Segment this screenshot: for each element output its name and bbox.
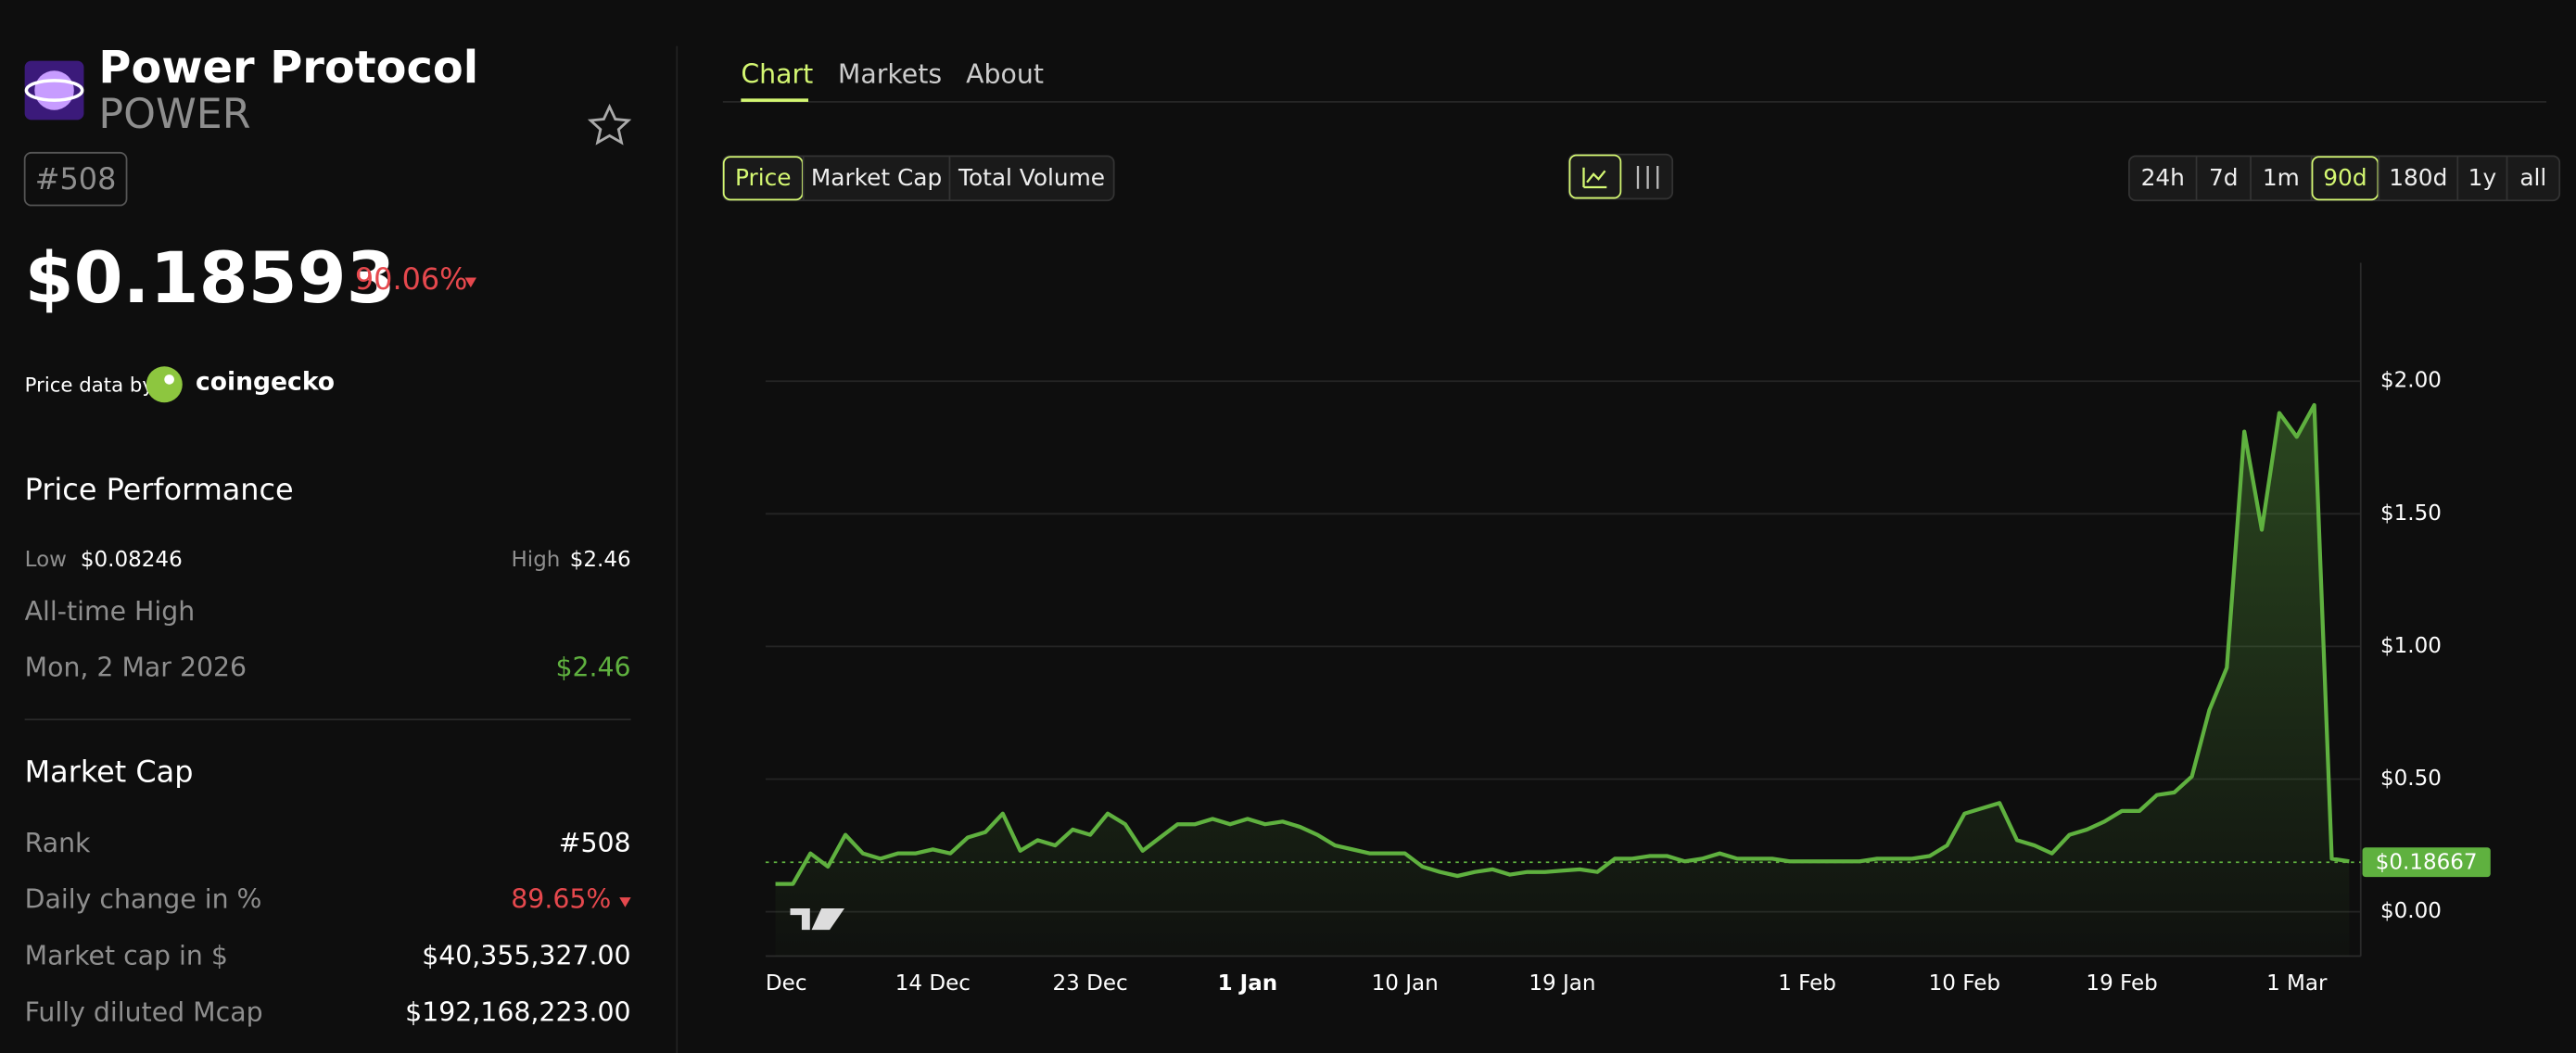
x-tick-label: 1 Feb xyxy=(1778,971,1836,996)
row-value: 89.65% xyxy=(511,884,611,915)
x-tick-label: 19 Jan xyxy=(1529,971,1595,996)
x-tick-label: 10 Feb xyxy=(1929,971,2000,996)
x-tick-label: Dec xyxy=(766,971,807,996)
coingecko-logo xyxy=(146,366,183,403)
tab-underline xyxy=(741,98,809,102)
button-label[interactable]: 7d xyxy=(2209,164,2239,191)
down-arrow xyxy=(464,277,477,288)
ath-label: All-time High xyxy=(25,596,196,627)
row-value: $40,355,327.00 xyxy=(422,941,630,971)
section-title: Market Cap xyxy=(25,755,194,790)
price-chart: $0.00 $0.50 $1.00 $1.50 $2.00 Dec 14 Dec 23 Dec… xyxy=(766,262,2491,996)
last-price-badge xyxy=(2362,847,2491,878)
rank-text: #508 xyxy=(35,161,117,197)
row-label: Daily change in % xyxy=(25,884,262,915)
y-tick-label: $1.00 xyxy=(2380,634,2442,658)
y-tick-label: $1.50 xyxy=(2380,501,2442,526)
button-label[interactable]: 90d xyxy=(2323,164,2367,191)
price-change: 90.06% xyxy=(355,261,468,297)
row-value: #508 xyxy=(559,828,631,858)
x-tick-label: 1 Mar xyxy=(2266,971,2328,996)
button-label[interactable]: all xyxy=(2519,164,2546,191)
section-title: Price Performance xyxy=(25,472,294,507)
button-label[interactable]: 180d xyxy=(2389,164,2447,191)
button-label[interactable]: 1y xyxy=(2468,164,2496,191)
low-value: $0.08246 xyxy=(81,548,183,572)
market-cap-rows: Rank #508 Daily change in % 89.65% Market ca… xyxy=(25,828,631,1027)
button-label[interactable]: 1m xyxy=(2263,164,2300,191)
tradingview-logo xyxy=(790,908,844,931)
price-area xyxy=(775,404,2350,957)
low-label: Low xyxy=(25,548,67,572)
last-price-label: $0.18667 xyxy=(2376,851,2478,875)
row-value: $192,168,223.00 xyxy=(405,996,630,1027)
candle-chart-button[interactable] xyxy=(1636,165,1659,189)
x-tick-label: 10 Jan xyxy=(1372,971,1439,996)
button-label[interactable]: Price xyxy=(735,164,792,191)
x-tick-label: 1 Jan xyxy=(1218,971,1278,996)
tab[interactable]: About xyxy=(966,59,1044,90)
favorite-star[interactable] xyxy=(587,103,632,146)
range-buttons: 24h 7d 1m 90d 180d 1y all xyxy=(2127,155,2561,202)
ath-value: $2.46 xyxy=(555,652,630,682)
y-tick-label: $2.00 xyxy=(2380,369,2442,393)
source-label: Price data by xyxy=(25,374,154,397)
row-label: Rank xyxy=(25,828,91,858)
source-name[interactable]: coingecko xyxy=(196,367,335,396)
tab[interactable]: Chart xyxy=(741,59,813,90)
row-label: Market cap in $ xyxy=(25,941,228,971)
row-label: Fully diluted Mcap xyxy=(25,996,263,1027)
metric-buttons: Price Market Cap Total Volume xyxy=(721,155,1115,202)
chart-type-toggle xyxy=(1567,153,1674,200)
button-label[interactable]: Market Cap xyxy=(811,164,942,191)
x-tick-label: 19 Feb xyxy=(2086,971,2157,996)
x-tick-label: 14 Dec xyxy=(895,971,971,996)
ath-date: Mon, 2 Mar 2026 xyxy=(25,652,247,682)
coin-icon xyxy=(24,60,84,121)
coin-name: Power Protocol xyxy=(98,43,478,94)
tabs: Chart Markets About xyxy=(741,59,1044,102)
tab[interactable]: Markets xyxy=(838,59,942,90)
line-chart-button[interactable] xyxy=(1568,154,1622,199)
price: $0.18593 xyxy=(25,236,396,319)
coin-symbol: POWER xyxy=(98,91,250,138)
down-arrow xyxy=(619,897,631,907)
button-label[interactable]: Total Volume xyxy=(958,164,1105,191)
high-value: $2.46 xyxy=(570,548,631,572)
button-label[interactable]: 24h xyxy=(2141,164,2185,191)
rank-badge xyxy=(23,151,128,207)
price-line xyxy=(775,402,2350,886)
high-label: High xyxy=(511,548,560,572)
y-tick-label: $0.50 xyxy=(2380,767,2442,791)
x-tick-label: 23 Dec xyxy=(1053,971,1128,996)
y-tick-label: $0.00 xyxy=(2380,899,2442,923)
